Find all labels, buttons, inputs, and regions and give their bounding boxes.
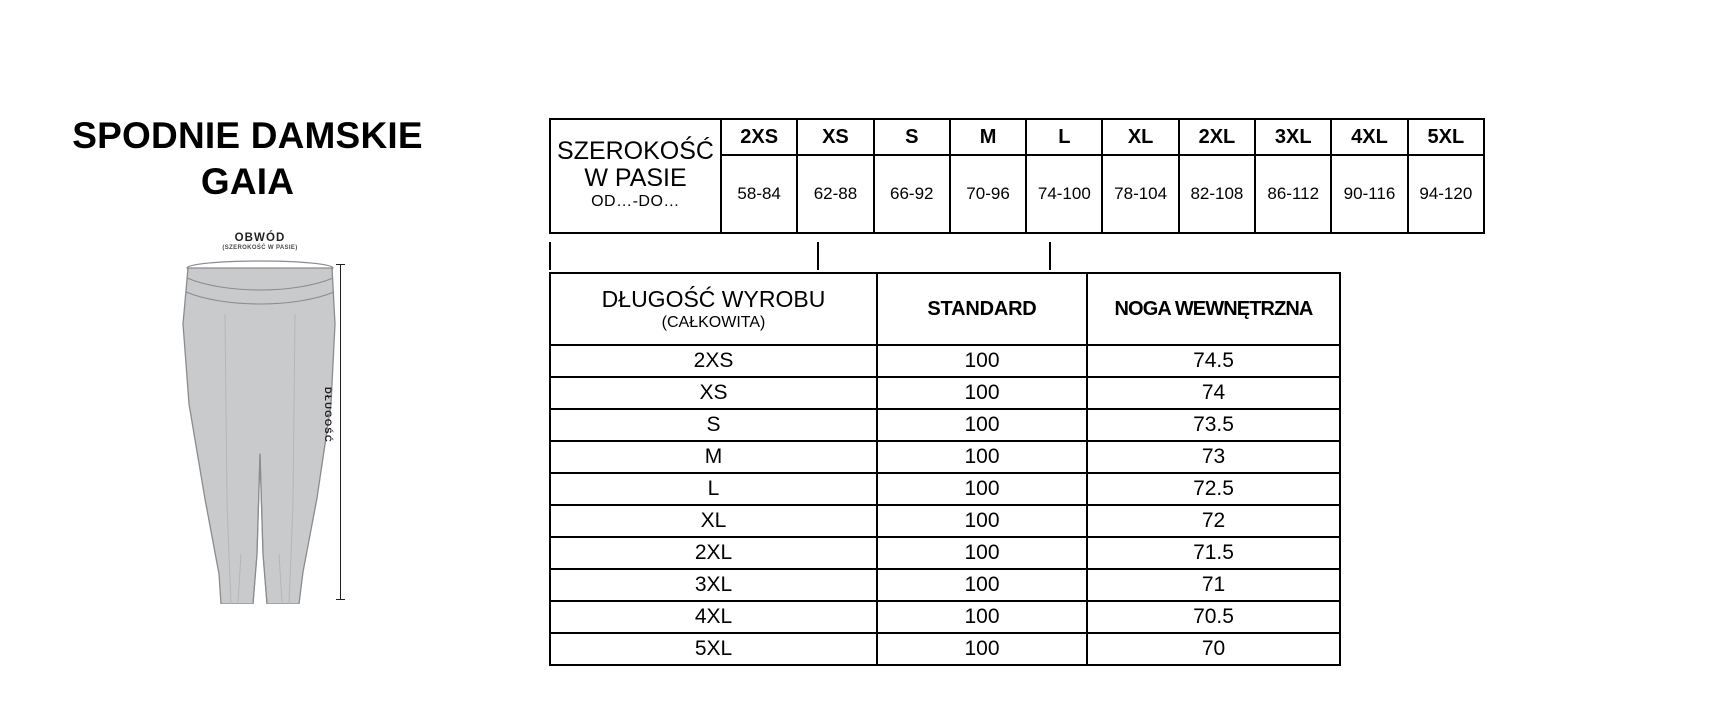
table-row: 2XL 100 71.5 bbox=[549, 536, 1341, 570]
length-row-inseam-l: 72.5 bbox=[1086, 472, 1341, 506]
connector-tick-right bbox=[1049, 242, 1051, 270]
waist-measure-sublabel: (SZEROKOŚĆ W PASIE) bbox=[222, 245, 298, 252]
size-header-s: S bbox=[872, 118, 951, 156]
connector-tick-left bbox=[549, 242, 551, 270]
length-row-size-xl: XL bbox=[549, 504, 878, 538]
size-header-2xs: 2XS bbox=[719, 118, 799, 156]
length-row-inseam-xs: 74 bbox=[1086, 376, 1341, 410]
length-row-size-l: L bbox=[549, 472, 878, 506]
length-row-inseam-2xl: 71.5 bbox=[1086, 536, 1341, 570]
length-header-main-text: DŁUGOŚĆ WYROBU bbox=[601, 285, 826, 312]
table-row: 2XS 100 74.5 bbox=[549, 344, 1341, 378]
length-row-inseam-3xl: 71 bbox=[1086, 568, 1341, 602]
waist-row-label-line-2: W PASIE bbox=[584, 163, 687, 192]
pants-illustration bbox=[182, 260, 336, 604]
waist-measure-label: OBWÓD bbox=[234, 232, 286, 244]
length-row-inseam-2xs: 74.5 bbox=[1086, 344, 1341, 378]
waist-row-label-sub: OD…-DO… bbox=[591, 193, 680, 211]
table-row: 5XL 100 70 bbox=[549, 632, 1341, 666]
length-table: DŁUGOŚĆ WYROBU (CAŁKOWITA) STANDARD NOGA… bbox=[549, 272, 1341, 666]
length-row-inseam-s: 73.5 bbox=[1086, 408, 1341, 442]
length-row-inseam-xl: 72 bbox=[1086, 504, 1341, 538]
length-row-size-2xs: 2XS bbox=[549, 344, 878, 378]
waist-width-table: SZEROKOŚĆ W PASIE OD…-DO… 2XS XS S M L X… bbox=[549, 118, 1486, 234]
size-header-l: L bbox=[1025, 118, 1104, 156]
waist-value-s: 66-92 bbox=[872, 154, 951, 234]
size-header-3xl: 3XL bbox=[1254, 118, 1333, 156]
length-measure-line bbox=[336, 264, 345, 600]
waist-row-label: SZEROKOŚĆ W PASIE OD…-DO… bbox=[549, 118, 722, 234]
waist-measure-annotation: OBWÓD (SZEROKOŚĆ W PASIE) bbox=[175, 232, 345, 251]
length-header-inseam: NOGA WEWNĘTRZNA bbox=[1086, 272, 1341, 346]
table-row: S 100 73.5 bbox=[549, 408, 1341, 442]
length-row-inseam-4xl: 70.5 bbox=[1086, 600, 1341, 634]
length-row-standard-xl: 100 bbox=[876, 504, 1088, 538]
length-row-standard-2xs: 100 bbox=[876, 344, 1088, 378]
length-row-standard-2xl: 100 bbox=[876, 536, 1088, 570]
table-row: XS 100 74 bbox=[549, 376, 1341, 410]
length-row-inseam-5xl: 70 bbox=[1086, 632, 1341, 666]
table-row: L 100 72.5 bbox=[549, 472, 1341, 506]
size-header-5xl: 5XL bbox=[1406, 118, 1486, 156]
size-header-2xl: 2XL bbox=[1177, 118, 1257, 156]
table-connector bbox=[549, 242, 1485, 272]
length-row-standard-4xl: 100 bbox=[876, 600, 1088, 634]
table-row: XL 100 72 bbox=[549, 504, 1341, 538]
length-row-standard-l: 100 bbox=[876, 472, 1088, 506]
waist-value-l: 74-100 bbox=[1025, 154, 1104, 234]
length-row-size-m: M bbox=[549, 440, 878, 474]
length-row-standard-s: 100 bbox=[876, 408, 1088, 442]
connector-tick-middle bbox=[817, 242, 819, 270]
length-row-standard-5xl: 100 bbox=[876, 632, 1088, 666]
length-row-size-2xl: 2XL bbox=[549, 536, 878, 570]
length-row-standard-m: 100 bbox=[876, 440, 1088, 474]
length-row-inseam-m: 73 bbox=[1086, 440, 1341, 474]
waist-value-2xs: 58-84 bbox=[719, 154, 799, 234]
table-row: 4XL 100 70.5 bbox=[549, 600, 1341, 634]
waist-value-5xl: 94-120 bbox=[1406, 154, 1486, 234]
table-row-size-headers: SZEROKOŚĆ W PASIE OD…-DO… 2XS XS S M L X… bbox=[549, 118, 1486, 234]
length-row-size-xs: XS bbox=[549, 376, 878, 410]
waist-value-m: 70-96 bbox=[948, 154, 1028, 234]
length-row-standard-3xl: 100 bbox=[876, 568, 1088, 602]
product-info-panel: SPODNIE DAMSKIE GAIA OBWÓD (SZEROKOŚĆ W … bbox=[0, 0, 495, 716]
length-row-size-5xl: 5XL bbox=[549, 632, 878, 666]
size-header-xl: XL bbox=[1101, 118, 1180, 156]
length-header-standard: STANDARD bbox=[876, 272, 1088, 346]
length-row-size-s: S bbox=[549, 408, 878, 442]
waist-value-4xl: 90-116 bbox=[1330, 154, 1409, 234]
length-header-main-sub: (CAŁKOWITA) bbox=[661, 313, 766, 331]
table-row-length-headers: DŁUGOŚĆ WYROBU (CAŁKOWITA) STANDARD NOGA… bbox=[549, 272, 1341, 346]
length-row-size-4xl: 4XL bbox=[549, 600, 878, 634]
page-title-line-1: SPODNIE DAMSKIE bbox=[72, 115, 423, 156]
size-header-xs: XS bbox=[796, 118, 875, 156]
length-header-main: DŁUGOŚĆ WYROBU (CAŁKOWITA) bbox=[549, 272, 878, 346]
garment-diagram: OBWÓD (SZEROKOŚĆ W PASIE) DŁUGOŚĆ bbox=[175, 232, 390, 612]
size-header-m: M bbox=[948, 118, 1028, 156]
waist-value-xl: 78-104 bbox=[1101, 154, 1180, 234]
waist-row-label-line-1: SZEROKOŚĆ bbox=[557, 137, 714, 166]
length-row-standard-xs: 100 bbox=[876, 376, 1088, 410]
waist-value-3xl: 86-112 bbox=[1254, 154, 1333, 234]
table-row: 3XL 100 71 bbox=[549, 568, 1341, 602]
length-measure-label: DŁUGOŚĆ bbox=[322, 387, 333, 443]
waist-value-xs: 62-88 bbox=[796, 154, 875, 234]
page-title: SPODNIE DAMSKIE GAIA bbox=[0, 113, 495, 206]
table-row-waist-values: 58-84 62-88 66-92 70-96 74-100 78-104 82… bbox=[550, 154, 1486, 234]
table-row: M 100 73 bbox=[549, 440, 1341, 474]
page-title-line-2: GAIA bbox=[200, 161, 295, 203]
waist-value-2xl: 82-108 bbox=[1177, 154, 1257, 234]
size-header-4xl: 4XL bbox=[1330, 118, 1409, 156]
length-row-size-3xl: 3XL bbox=[549, 568, 878, 602]
